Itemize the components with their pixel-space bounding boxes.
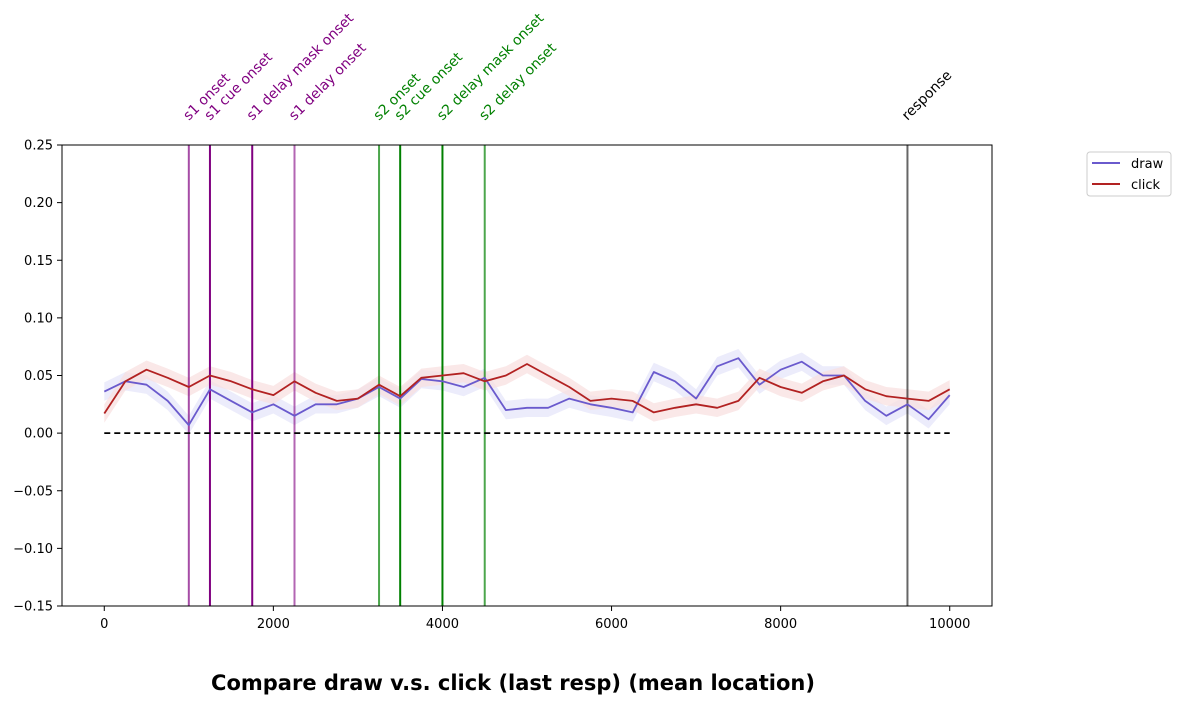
legend-label-draw: draw [1131, 157, 1164, 172]
x-tick-label: 8000 [764, 617, 797, 632]
x-tick-label: 10000 [929, 617, 970, 632]
y-tick-label: 0.25 [24, 139, 53, 154]
y-tick-label: 0.15 [24, 254, 53, 269]
event-label-response: response [899, 68, 955, 124]
y-tick-label: 0.05 [24, 369, 53, 384]
chart-title: Compare draw v.s. click (last resp) (mea… [211, 671, 815, 695]
legend-label-click: click [1131, 178, 1161, 193]
x-tick-label: 2000 [257, 617, 290, 632]
band-draw [104, 349, 950, 435]
y-tick-label: 0.10 [24, 311, 53, 326]
x-tick-label: 6000 [595, 617, 628, 632]
legend: draw click [1086, 151, 1172, 197]
x-axis: 0 2000 4000 6000 8000 10000 [100, 606, 970, 632]
series-line-draw [103, 357, 951, 427]
x-tick-label: 4000 [426, 617, 459, 632]
y-tick-label: −0.05 [13, 484, 53, 499]
event-label-s1-delay-onset: s1 delay onset [286, 40, 370, 124]
y-axis: −0.15 −0.10 −0.05 0.00 0.05 0.10 0.15 0.20 0.25 [13, 139, 62, 615]
band-click [104, 354, 950, 423]
series-lines [103, 357, 951, 427]
series-line-click [103, 363, 951, 414]
y-tick-label: −0.15 [13, 600, 53, 615]
y-tick-label: 0.00 [24, 427, 53, 442]
confidence-bands [104, 349, 950, 435]
event-label-s2-delay-onset: s2 delay onset [476, 40, 560, 124]
y-tick-label: −0.10 [13, 542, 53, 557]
x-tick-label: 0 [100, 617, 108, 632]
y-tick-label: 0.20 [24, 196, 53, 211]
